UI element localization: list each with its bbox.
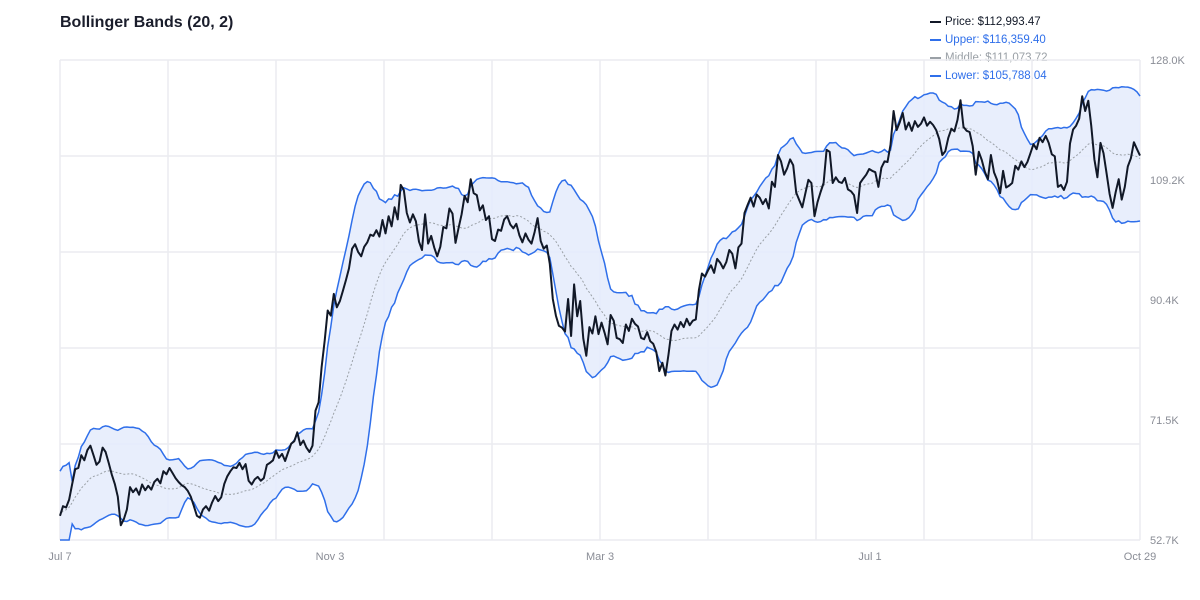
- y-tick-label: 90.4K: [1150, 295, 1179, 307]
- x-tick-label: Mar 3: [586, 551, 614, 563]
- legend-lower-label: Lower: $105,788.04: [945, 70, 1047, 82]
- x-tick-label: Jul 1: [858, 551, 881, 563]
- y-tick-label: 71.5K: [1150, 415, 1179, 427]
- legend-price-label: Price: $112,993.47: [945, 16, 1041, 28]
- lower-swatch-icon: [930, 75, 941, 77]
- legend-item-upper[interactable]: Upper: $116,359.40: [930, 31, 1048, 49]
- y-tick-label: 109.2K: [1150, 175, 1186, 187]
- y-axis: 128.0K 109.2K 90.4K 71.5K 52.7K: [1150, 55, 1186, 547]
- price-swatch-icon: [930, 21, 941, 23]
- band-fill-area: [60, 86, 1140, 541]
- legend-item-price[interactable]: Price: $112,993.47: [930, 13, 1048, 31]
- x-axis: Jul 7 Nov 3 Mar 3 Jul 1 Oct 29: [48, 551, 1156, 563]
- middle-band-line: [59, 126, 1141, 517]
- x-tick-label: Nov 3: [316, 551, 345, 563]
- price-line: [59, 95, 1141, 527]
- upper-swatch-icon: [930, 39, 941, 41]
- lower-band-line: [60, 148, 1141, 541]
- x-tick-label: Oct 29: [1124, 551, 1156, 563]
- y-tick-label: 52.7K: [1150, 535, 1179, 547]
- middle-swatch-icon: [930, 57, 941, 59]
- x-tick-label: Jul 7: [48, 551, 71, 563]
- legend-middle-label: Middle: $111,073.72: [945, 52, 1048, 64]
- legend-item-middle[interactable]: Middle: $111,073.72: [930, 49, 1048, 67]
- legend-upper-label: Upper: $116,359.40: [945, 34, 1046, 46]
- chart-title: Bollinger Bands (20, 2): [60, 14, 234, 31]
- y-tick-label: 128.0K: [1150, 55, 1186, 67]
- legend-item-lower[interactable]: Lower: $105,788.04: [930, 67, 1048, 85]
- chart-legend: Price: $112,993.47 Upper: $116,359.40 Mi…: [930, 13, 1048, 85]
